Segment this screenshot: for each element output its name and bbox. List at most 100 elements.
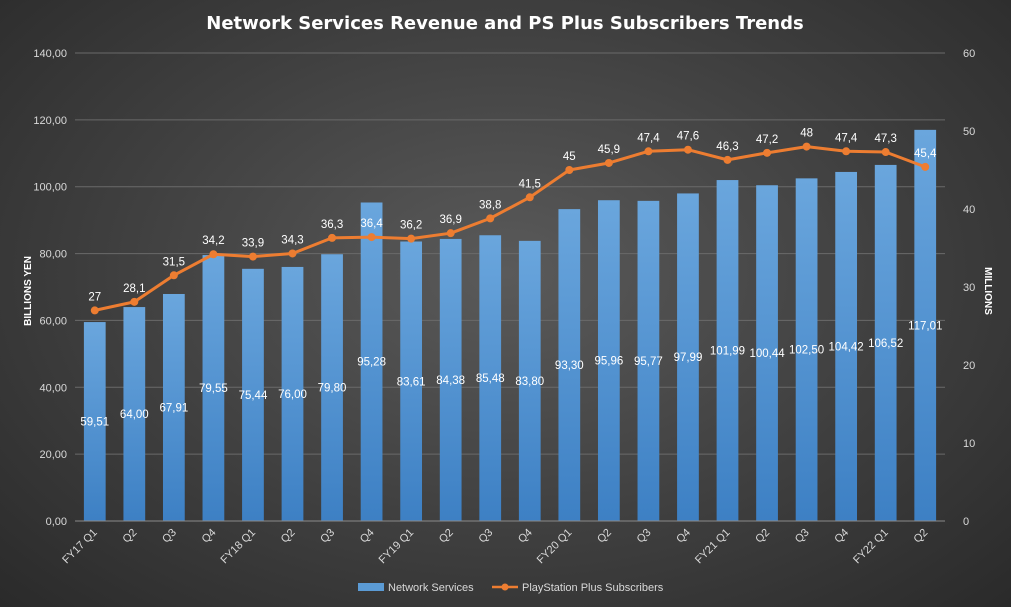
line-data-label: 31,5	[163, 256, 185, 268]
line-point	[130, 297, 139, 306]
bar	[242, 268, 264, 521]
x-tick-label: Q3	[793, 527, 812, 546]
line-data-label: 47,4	[637, 132, 660, 144]
line-data-label: 46,3	[716, 141, 738, 153]
line-data-label: 47,6	[677, 131, 699, 143]
bar-data-label: 97,99	[674, 352, 703, 364]
bar	[321, 254, 343, 522]
x-tick-label: FY19 Q1	[377, 527, 417, 567]
bars: 59,51 64,00 67,91 79,55 75,44 76,00 79,80 95,28…	[80, 129, 942, 522]
bar	[716, 180, 739, 521]
chart-title: Network Services Revenue and PS Plus Sub…	[206, 13, 803, 34]
legend-label-network-services: Network Services	[388, 582, 474, 594]
x-tick-label: Q4	[832, 527, 851, 546]
bar-data-label: 117,01	[908, 320, 942, 332]
y-axis-right: 0 10 20 30 40 50 60	[963, 48, 975, 528]
y-tick-label: 60,00	[39, 315, 67, 327]
bar	[756, 185, 778, 522]
bar-data-label: 84,38	[436, 375, 465, 387]
line-point	[486, 214, 495, 223]
y2-axis-title: MILLIONS	[982, 267, 993, 315]
bar-data-label: 104,42	[829, 341, 864, 353]
line-point	[209, 250, 218, 259]
x-tick-label: Q2	[279, 527, 298, 546]
x-tick-label: FY21 Q1	[693, 527, 733, 567]
x-tick-label: FY17 Q1	[60, 527, 100, 567]
line-data-label: 47,3	[874, 133, 896, 145]
x-tick-label: Q4	[674, 527, 693, 546]
bar-data-label: 101,99	[710, 346, 745, 358]
line-point	[683, 145, 692, 154]
line-data-label: 36,2	[400, 220, 422, 232]
bar-data-label: 59,51	[80, 417, 109, 429]
bar-data-label: 79,80	[318, 383, 347, 395]
line-point	[169, 271, 178, 280]
line-data-label: 45,9	[598, 144, 620, 156]
x-tick-label: Q3	[318, 527, 337, 546]
bar-data-label: 83,80	[515, 376, 544, 388]
line-point	[407, 234, 416, 243]
y-tick-label: 0,00	[46, 516, 67, 528]
bar-data-label: 100,44	[749, 348, 785, 360]
bar-data-label: 75,44	[239, 390, 268, 402]
line-point	[802, 142, 811, 151]
y2-tick-label: 20	[963, 360, 975, 372]
bar	[162, 293, 185, 521]
bar-data-label: 95,28	[357, 357, 386, 369]
line-point	[842, 147, 851, 156]
line-point	[604, 158, 613, 167]
line-point	[328, 233, 337, 242]
bar	[677, 193, 699, 522]
bar-data-label: 95,96	[594, 356, 623, 368]
line-point	[763, 148, 772, 157]
line-point	[921, 162, 930, 171]
x-tick-label: Q4	[200, 527, 219, 546]
x-tick-label: Q2	[437, 527, 456, 546]
line-data-label: 36,4	[360, 218, 383, 230]
x-tick-label: Q2	[911, 527, 930, 546]
y2-tick-label: 10	[963, 438, 975, 450]
x-tick-label: Q2	[595, 527, 614, 546]
line-point	[723, 155, 732, 164]
legend: Network Services PlayStation Plus Subscr…	[358, 582, 664, 594]
line-point	[90, 306, 99, 315]
bar	[400, 241, 423, 521]
bar	[597, 200, 620, 521]
x-tick-label: Q4	[358, 527, 377, 546]
x-axis: FY17 Q1 Q2 Q3 Q4 FY18 Q1 Q2 Q3 Q4 FY19 Q1 Q2 Q3 Q4 F…	[60, 520, 945, 567]
ps-plus-line	[94, 145, 926, 312]
bar	[558, 209, 581, 521]
line-data-label: 45	[563, 151, 576, 163]
y-axis-title: BILLIONS YEN	[23, 256, 34, 326]
y-tick-label: 40,00	[39, 382, 67, 394]
line-point	[288, 249, 297, 258]
bar	[439, 238, 462, 521]
bar-data-label: 85,48	[476, 373, 505, 385]
line-data-label: 36,9	[439, 214, 461, 226]
bar	[202, 255, 225, 521]
bar	[518, 240, 541, 521]
x-tick-label: Q4	[516, 527, 535, 546]
line-data-label: 34,3	[281, 234, 303, 246]
y-axis-left: 0,00 20,00 40,00 60,00 80,00 100,00 120,00 140,…	[33, 48, 67, 528]
bar	[281, 266, 304, 521]
line-data-label: 33,9	[242, 238, 264, 250]
line-data-label: 27	[88, 291, 101, 303]
y-tick-label: 100,00	[33, 182, 67, 194]
bar-data-label: 93,30	[555, 360, 584, 372]
bar-data-label: 67,91	[159, 402, 188, 414]
bar	[795, 178, 818, 521]
line-data-label: 34,2	[202, 235, 224, 247]
bar	[874, 164, 897, 521]
x-tick-label: Q2	[753, 527, 772, 546]
line-data-label: 38,8	[479, 199, 501, 211]
y2-tick-label: 60	[963, 48, 975, 60]
bar-data-label: 102,50	[789, 345, 824, 357]
bar	[914, 129, 937, 521]
line-point	[881, 148, 890, 157]
line-data-label: 47,2	[756, 134, 778, 146]
bar	[479, 235, 502, 522]
bar-data-label: 64,00	[120, 409, 149, 421]
bar-data-label: 83,61	[397, 376, 426, 388]
line-point	[644, 147, 653, 156]
